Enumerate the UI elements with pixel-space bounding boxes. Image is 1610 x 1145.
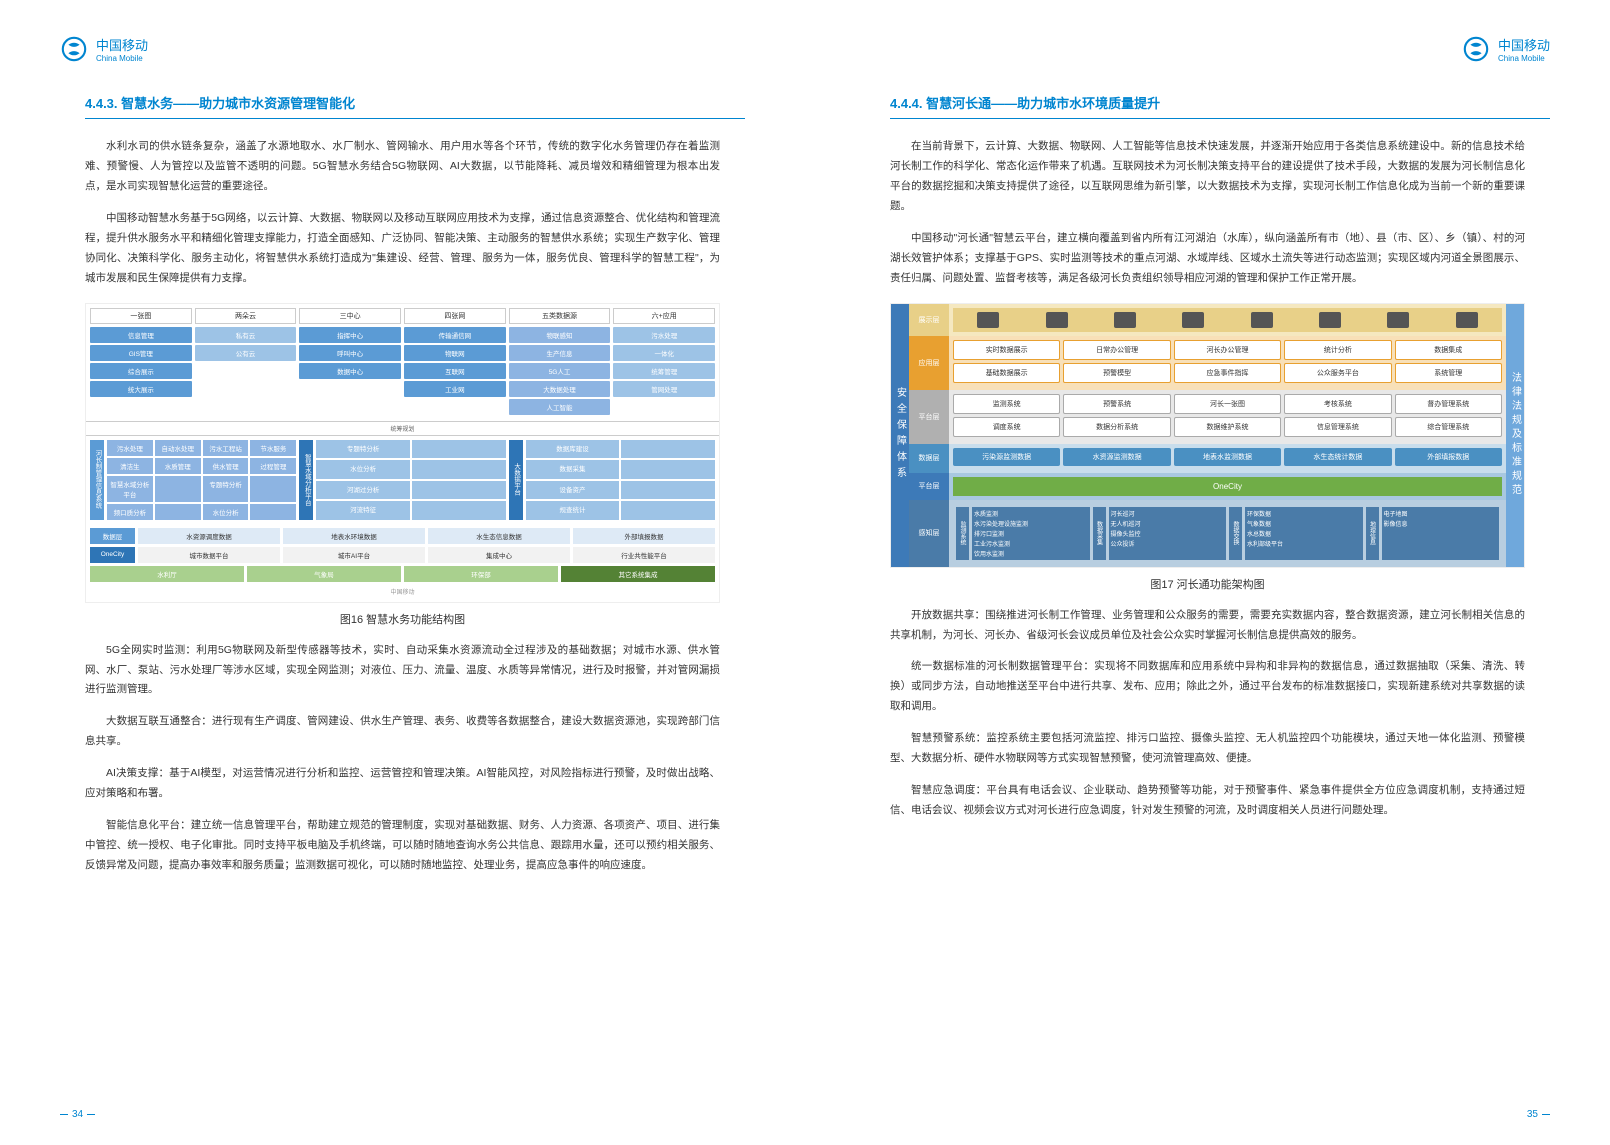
figure-17: 安全保障体系展示层应用层实时数据展示日常办公管理河长办公管理统计分析数据集成基础… <box>890 303 1525 592</box>
china-mobile-icon <box>60 35 88 63</box>
para: 5G全网实时监测：利用5G物联网及新型传感器等技术，实时、自动采集水资源流动全过… <box>85 641 720 701</box>
figure-17-caption: 图17 河长通功能架构图 <box>890 576 1525 592</box>
logo-left: 中国移动 China Mobile <box>60 35 745 63</box>
page-right: 中国移动 China Mobile 4.4.4. 智慧河长通——助力城市水环境质… <box>805 0 1610 1145</box>
page-left: 中国移动 China Mobile 4.4.3. 智慧水务——助力城市水资源管理… <box>0 0 805 1145</box>
section-title-left: 4.4.3. 智慧水务——助力城市水资源管理智能化 <box>85 93 745 119</box>
para: 智慧应急调度：平台具有电话会议、企业联动、趋势预警等功能，对于预警事件、紧急事件… <box>890 781 1525 821</box>
page-number-left: 34 <box>60 1109 95 1120</box>
para: 开放数据共享：围绕推进河长制工作管理、业务管理和公众服务的需要，需要充实数据内容… <box>890 606 1525 646</box>
figure-16-caption: 图16 智慧水务功能结构图 <box>85 611 720 627</box>
para: 水利水司的供水链条复杂，涵盖了水源地取水、水厂制水、管网输水、用户用水等各个环节… <box>85 137 720 197</box>
para: AI决策支撑：基于AI模型，对运营情况进行分析和监控、运营管控和管理决策。AI智… <box>85 764 720 804</box>
para: 中国移动"河长通"智慧云平台，建立横向覆盖到省内所有江河湖泊（水库），纵向涵盖所… <box>890 229 1525 289</box>
page-number-right: 35 <box>1527 1109 1550 1120</box>
para: 智能信息化平台：建立统一信息管理平台，帮助建立规范的管理制度，实现对基础数据、财… <box>85 816 720 876</box>
para: 中国移动智慧水务基于5G网络，以云计算、大数据、物联网以及移动互联网应用技术为支… <box>85 209 720 289</box>
section-title-right: 4.4.4. 智慧河长通——助力城市水环境质量提升 <box>890 93 1550 119</box>
logo-en: China Mobile <box>1498 54 1550 63</box>
logo-right: 中国移动 China Mobile <box>865 35 1550 63</box>
figure-16: 一张图信息管理GIS管理综合展示统大展示两朵云私有云公有云三中心指挥中心呼叫中心… <box>85 303 720 627</box>
logo-cn: 中国移动 <box>96 35 148 54</box>
para: 智慧预警系统：监控系统主要包括河流监控、排污口监控、摄像头监控、无人机监控四个功… <box>890 729 1525 769</box>
para: 大数据互联互通整合：进行现有生产调度、管网建设、供水生产管理、表务、收费等各数据… <box>85 712 720 752</box>
china-mobile-icon <box>1462 35 1490 63</box>
para: 在当前背景下，云计算、大数据、物联网、人工智能等信息技术快速发展，并逐渐开始应用… <box>890 137 1525 217</box>
logo-en: China Mobile <box>96 54 148 63</box>
logo-cn: 中国移动 <box>1498 35 1550 54</box>
para: 统一数据标准的河长制数据管理平台：实现将不同数据库和应用系统中异构和非异构的数据… <box>890 657 1525 717</box>
